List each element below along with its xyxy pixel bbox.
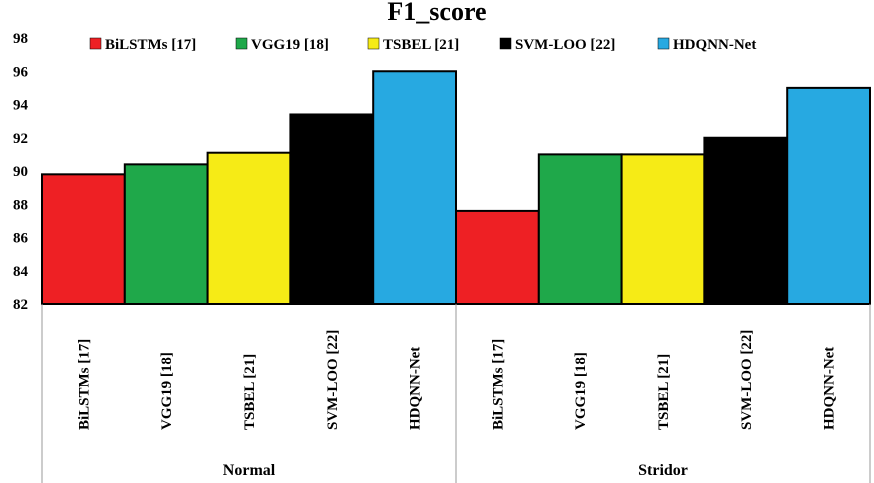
legend-label-hdqnn-net: HDQNN-Net xyxy=(673,37,756,53)
y-tick-label-98: 98 xyxy=(13,31,28,47)
legend-swatch-vgg19-18 xyxy=(235,37,248,50)
legend: BiLSTMs [17] VGG19 [18] TSBEL [21] SVM-LOO … xyxy=(89,37,756,53)
bar-stridor-vgg19-18 xyxy=(537,153,623,305)
x-tick-label-normal-tsbel-21: TSBEL [21] xyxy=(242,354,258,430)
x-tick-label-normal-hdqnn-net: HDQNN-Net xyxy=(408,347,424,430)
legend-swatch-bilstms-17 xyxy=(89,37,102,50)
x-tick-label-stridor-hdqnn-net: HDQNN-Net xyxy=(822,347,838,430)
x-axis: BiLSTMs [17] VGG19 [18] TSBEL [21] SVM-LOO … xyxy=(41,303,871,483)
x-tick-label-normal-bilstms-17: BiLSTMs [17] xyxy=(76,339,92,430)
x-tick-label-stridor-svm-loo-22: SVM-LOO [22] xyxy=(739,330,755,430)
y-tick-label-86: 86 xyxy=(13,231,29,247)
group-label-normal: Normal xyxy=(223,462,276,479)
bar-stridor-hdqnn-net xyxy=(786,86,872,305)
group-label-stridor: Stridor xyxy=(638,462,688,479)
bar-normal-svm-loo-22 xyxy=(289,113,375,305)
chart-title: F1_score xyxy=(387,0,486,26)
legend-label-bilstms-17: BiLSTMs [17] xyxy=(105,37,196,53)
bar-normal-vgg19-18 xyxy=(123,163,209,305)
y-tick-label-94: 94 xyxy=(13,98,29,114)
x-tick-label-stridor-vgg19-18: VGG19 [18] xyxy=(573,352,589,430)
bar-stridor-tsbel-21 xyxy=(620,153,706,305)
y-tick-label-90: 90 xyxy=(13,164,28,180)
bar-stridor-bilstms-17 xyxy=(455,209,540,305)
bar-normal-hdqnn-net xyxy=(372,70,458,305)
bar-normal-bilstms-17 xyxy=(41,173,126,305)
y-tick-label-92: 92 xyxy=(13,131,28,147)
bar-stridor-svm-loo-22 xyxy=(703,136,789,305)
legend-swatch-svm-loo-22 xyxy=(499,37,512,50)
x-tick-label-normal-vgg19-18: VGG19 [18] xyxy=(159,352,175,430)
y-tick-label-84: 84 xyxy=(13,264,29,280)
y-tick-label-82: 82 xyxy=(13,297,28,313)
legend-swatch-tsbel-21 xyxy=(367,37,380,50)
x-tick-label-stridor-tsbel-21: TSBEL [21] xyxy=(656,354,672,430)
legend-swatch-hdqnn-net xyxy=(657,37,670,50)
bar-normal-tsbel-21 xyxy=(206,151,292,305)
y-axis: 82 84 86 88 90 92 94 96 98 xyxy=(13,31,29,313)
legend-label-vgg19-18: VGG19 [18] xyxy=(251,37,329,53)
y-tick-label-88: 88 xyxy=(13,197,28,213)
x-tick-label-stridor-bilstms-17: BiLSTMs [17] xyxy=(490,339,506,430)
x-tick-label-normal-svm-loo-22: SVM-LOO [22] xyxy=(325,330,341,430)
bars xyxy=(41,70,872,305)
legend-label-tsbel-21: TSBEL [21] xyxy=(383,37,459,53)
legend-label-svm-loo-22: SVM-LOO [22] xyxy=(515,37,615,53)
y-tick-label-96: 96 xyxy=(13,64,29,80)
